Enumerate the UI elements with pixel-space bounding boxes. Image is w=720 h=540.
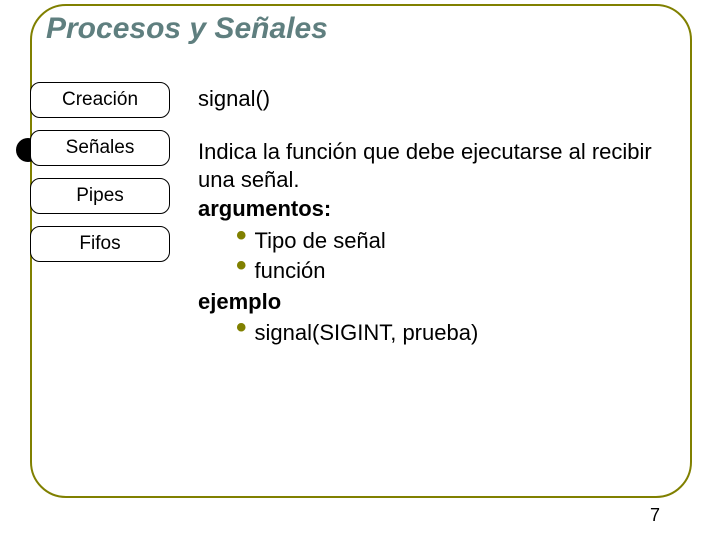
list-item: • signal(SIGINT, prueba) [198,317,672,348]
arguments-list: • Tipo de señal • función [198,225,672,286]
bullet-text: Tipo de señal [255,225,386,256]
example-label: ejemplo [198,288,672,316]
list-item: • Tipo de señal [198,225,672,256]
nav-item-senales[interactable]: Señales [30,130,170,166]
nav-item-pipes[interactable]: Pipes [30,178,170,214]
function-name: signal() [198,86,672,112]
bullet-icon: • [236,255,247,277]
bullet-text: función [255,255,326,286]
arguments-label: argumentos: [198,195,672,223]
list-item: • función [198,255,672,286]
nav-label: Creación [62,89,138,111]
slide-title: Procesos y Señales [46,12,328,46]
description-text: Indica la función que debe ejecutarse al… [198,138,672,193]
page-number: 7 [650,505,660,526]
nav-label: Pipes [76,185,124,207]
slide: Procesos y Señales Creación Señales Pipe… [0,0,720,540]
nav-label: Fifos [79,233,120,255]
example-list: • signal(SIGINT, prueba) [198,317,672,348]
content-area: signal() Indica la función que debe ejec… [198,86,672,350]
bullet-icon: • [236,317,247,339]
bullet-icon: • [236,225,247,247]
nav-item-fifos[interactable]: Fifos [30,226,170,262]
nav-label: Señales [66,137,135,159]
bullet-text: signal(SIGINT, prueba) [255,317,479,348]
nav-item-creacion[interactable]: Creación [30,82,170,118]
nav-column: Creación Señales Pipes Fifos [30,82,172,274]
